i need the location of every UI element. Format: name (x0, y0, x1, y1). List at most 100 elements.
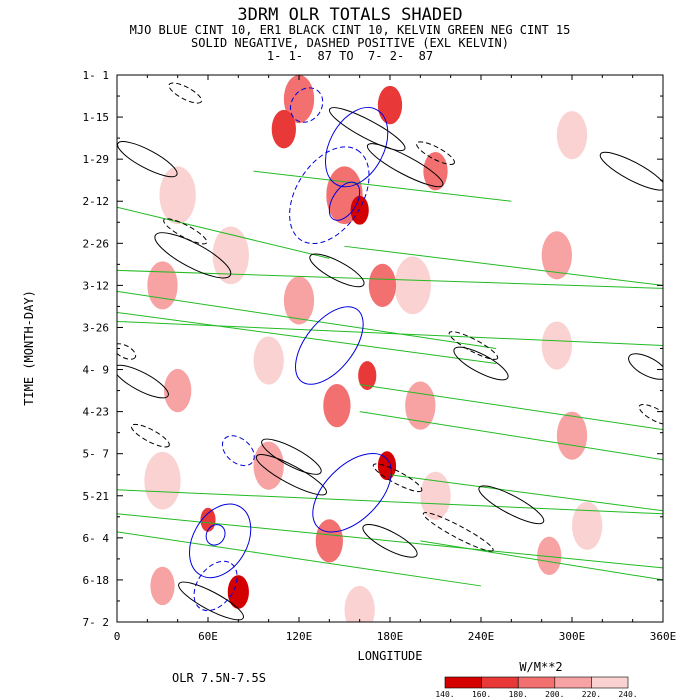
er1-contour (599, 151, 663, 191)
colorbar-swatch (517, 676, 556, 689)
mjo-contour (289, 87, 324, 123)
olr-cell (147, 261, 178, 310)
y-tick-label: 3-26 (83, 321, 110, 334)
er1-contour (130, 423, 170, 448)
er1-contour (261, 438, 322, 475)
x-tick-label: 300E (559, 630, 586, 643)
er1-contour (154, 232, 232, 279)
olr-cell (271, 109, 296, 149)
olr-shading-layer (144, 75, 603, 622)
olr-cell (253, 336, 284, 385)
x-tick-label: 120E (286, 630, 313, 643)
y-tick-label: 5- 7 (83, 448, 110, 461)
olr-cell (253, 441, 284, 490)
olr-cell (350, 195, 369, 225)
olr-cell (159, 166, 196, 225)
y-tick-label: 6-18 (83, 574, 110, 587)
y-tick-label: 4- 9 (83, 364, 110, 377)
colorbar-swatch (481, 676, 519, 689)
colorbar-level-label: 180. (509, 690, 528, 699)
er1-contour (628, 353, 663, 380)
y-tick-label: 7- 2 (83, 616, 110, 629)
olr-cell (212, 226, 249, 285)
olr-cell (200, 507, 216, 532)
kelvin-contour (117, 290, 497, 349)
olr-cell (377, 451, 397, 481)
footer-region-label: OLR 7.5N-7.5S (172, 671, 266, 685)
chart-date-range: 1- 1- 87 TO 7- 2- 87 (267, 49, 433, 63)
er1-contour (372, 463, 423, 493)
chart-title: 3DRM OLR TOTALS SHADED (237, 5, 462, 25)
er1-contour (422, 512, 494, 552)
plot-area (116, 74, 664, 623)
colorbar-level-label: 240. (618, 690, 637, 699)
mjo-contour (312, 452, 392, 533)
er1-contour (163, 218, 208, 245)
olr-cell (144, 451, 181, 510)
olr-cell (283, 75, 315, 124)
olr-cell (283, 276, 315, 325)
kelvin-contour (117, 531, 482, 587)
olr-cell (377, 85, 403, 125)
olr-cell (541, 231, 572, 280)
olr-cell (556, 411, 588, 460)
mjo-contour (193, 560, 238, 612)
er1-contour (362, 524, 418, 558)
mjo-contour (295, 306, 364, 385)
y-tick-label: 1-15 (83, 111, 110, 124)
er1-contour (117, 141, 178, 178)
er1-contour (329, 107, 406, 152)
kelvin-contour (344, 245, 663, 286)
mjo-contour (221, 435, 255, 467)
er1-contour (478, 485, 545, 525)
kelvin-contour (359, 384, 663, 431)
chart-subtitle-2: SOLID NEGATIVE, DASHED POSITIVE (EXL KEL… (191, 36, 509, 50)
olr-cell (150, 566, 175, 606)
mjo-contour (325, 107, 389, 188)
er1-contour (255, 454, 327, 496)
colorbar-level-label: 200. (545, 690, 564, 699)
y-tick-label: 5-21 (83, 490, 110, 503)
y-tick-label: 2-12 (83, 195, 110, 208)
y-tick-label: 2-26 (83, 237, 110, 250)
colorbar-swatch (554, 676, 592, 689)
y-tick-label: 3-12 (83, 279, 110, 292)
y-axis-label: TIME (MONTH-DAY) (22, 290, 36, 406)
olr-cell (572, 501, 603, 550)
olr-cell (164, 368, 192, 413)
olr-cell (358, 361, 377, 390)
er1-contour (366, 143, 444, 188)
x-axis-label: LONGITUDE (357, 649, 422, 663)
colorbar-level-label: 140. (435, 690, 454, 699)
olr-cell (537, 536, 562, 576)
er1-contour (168, 82, 203, 104)
olr-cell (405, 381, 436, 430)
er1-contour (448, 331, 499, 360)
mjo-contour-layer (189, 87, 392, 612)
kelvin-contour (117, 269, 663, 289)
olr-cell (368, 263, 397, 308)
kelvin-contour (389, 474, 663, 512)
kelvin-contour (359, 411, 663, 461)
kelvin-contour (117, 513, 663, 569)
colorbar-level-label: 160. (472, 690, 491, 699)
y-tick-label: 6- 4 (83, 532, 110, 545)
kelvin-contour (117, 311, 497, 365)
kelvin-contour (117, 206, 330, 259)
y-axis: 1- 1 1-15 1-29 2-12 2-26 3-12 3-26 4- 9 4-23 5- 7… (83, 69, 663, 629)
kelvin-contour (117, 489, 663, 515)
mjo-contour (205, 524, 226, 546)
x-tick-label: 360E (650, 630, 677, 643)
olr-cell (394, 256, 431, 315)
er1-contour-layer (117, 82, 663, 621)
olr-cell (323, 383, 351, 428)
colorbar-unit-label: W/M**2 (519, 660, 562, 674)
er1-contour (117, 343, 137, 360)
kelvin-contour (117, 320, 663, 346)
x-tick-label: 240E (468, 630, 495, 643)
olr-cell (315, 519, 343, 563)
kelvin-contour-layer (117, 170, 663, 587)
er1-contour (178, 581, 244, 621)
olr-cell (344, 585, 375, 622)
